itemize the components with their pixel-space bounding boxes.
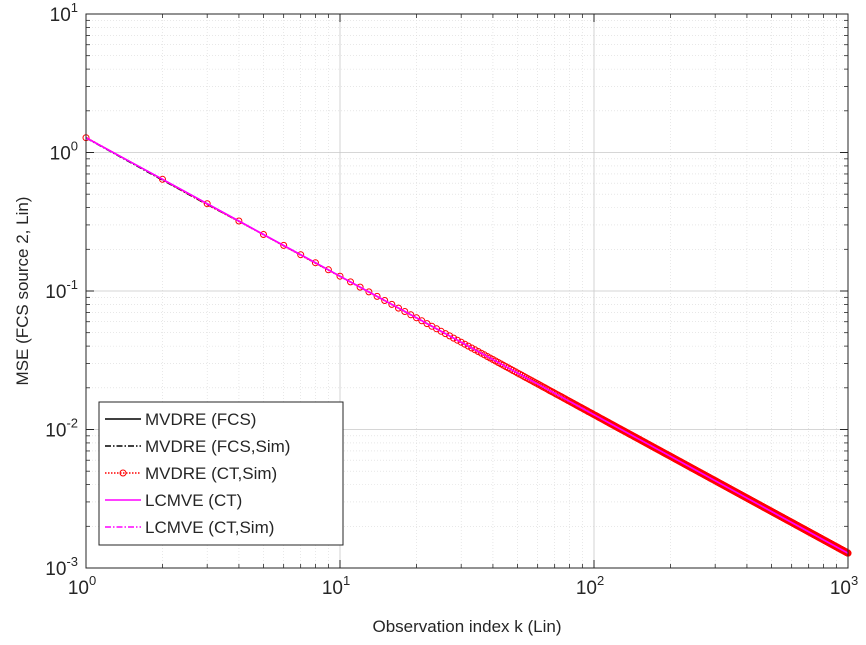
y-axis-label: MSE (FCS source 2, Lin) bbox=[13, 197, 32, 386]
series-marker bbox=[356, 283, 364, 291]
legend-marker bbox=[119, 469, 127, 477]
series-marker bbox=[418, 317, 426, 325]
series-marker bbox=[336, 272, 344, 280]
series-marker bbox=[453, 336, 461, 344]
series-marker bbox=[381, 297, 389, 304]
series-marker bbox=[365, 288, 373, 296]
series-marker bbox=[235, 217, 243, 225]
series-marker bbox=[260, 231, 267, 238]
series-marker bbox=[468, 344, 476, 352]
series-marker bbox=[461, 340, 469, 348]
legend-label: MVDRE (FCS,Sim) bbox=[145, 437, 290, 456]
x-tick-label: 100 bbox=[68, 573, 96, 599]
series-marker bbox=[311, 259, 319, 267]
legend-label: LCMVE (CT) bbox=[145, 491, 242, 510]
x-tick-labels: 100 101 102 103 bbox=[68, 573, 858, 599]
x-tick-label: 102 bbox=[576, 573, 604, 599]
series-marker bbox=[159, 175, 166, 183]
x-tick-label: 103 bbox=[830, 573, 858, 599]
series-marker bbox=[407, 311, 415, 319]
series-marker bbox=[395, 304, 402, 312]
legend-label: MVDRE (FCS) bbox=[145, 410, 256, 429]
tick-marks bbox=[85, 13, 849, 569]
y-tick-label: 101 bbox=[50, 0, 78, 26]
series-marker bbox=[450, 334, 458, 342]
series-marker bbox=[413, 314, 420, 322]
legend-label: LCMVE (CT,Sim) bbox=[145, 518, 274, 537]
y-tick-label: 10-1 bbox=[45, 277, 78, 303]
series-marker bbox=[388, 300, 396, 308]
series-marker bbox=[441, 330, 449, 338]
series-marker bbox=[297, 251, 305, 259]
series-marker bbox=[537, 382, 545, 390]
series-marker bbox=[203, 200, 211, 208]
series-marker bbox=[446, 332, 454, 340]
series-marker bbox=[464, 342, 472, 350]
series-line-top bbox=[85, 137, 849, 554]
legend: MVDRE (FCS) MVDRE (FCS,Sim) MVDRE (CT,Sim)… bbox=[98, 401, 344, 546]
series-marker bbox=[347, 278, 354, 286]
y-tick-label: 10-2 bbox=[45, 416, 78, 442]
series-marker bbox=[373, 292, 381, 300]
x-axis-label: Observation index k (Lin) bbox=[373, 617, 562, 636]
series-marker bbox=[280, 241, 288, 249]
series-marker bbox=[401, 308, 409, 315]
x-tick-label: 101 bbox=[322, 573, 350, 599]
legend-box bbox=[98, 401, 344, 546]
y-tick-label: 100 bbox=[50, 139, 78, 165]
y-tick-labels: 10-3 10-2 10-1 100 101 bbox=[45, 0, 78, 580]
y-tick-label: 10-3 bbox=[45, 554, 78, 580]
series-layer bbox=[82, 134, 852, 557]
series-marker bbox=[457, 338, 465, 346]
series-marker bbox=[324, 266, 332, 274]
legend-label: MVDRE (CT,Sim) bbox=[145, 464, 277, 483]
